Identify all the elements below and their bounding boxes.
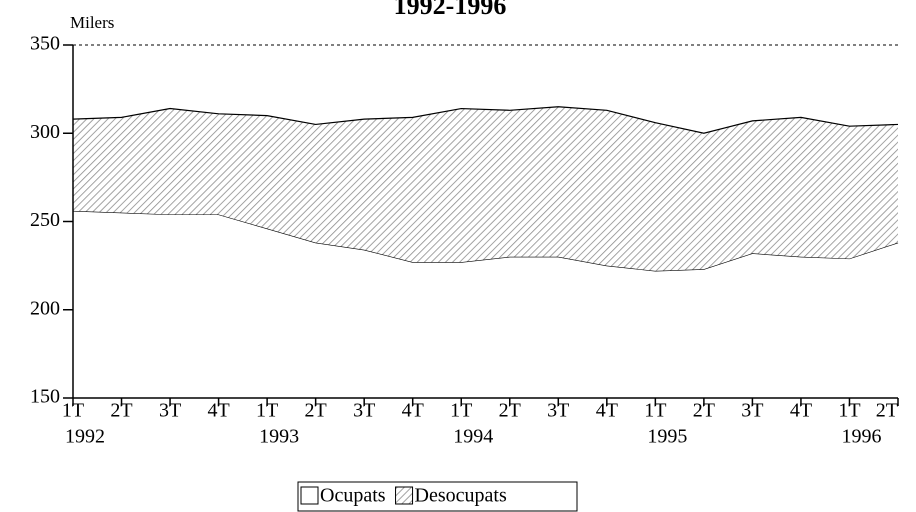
x-tick-label: 3T bbox=[741, 400, 763, 422]
x-tick-label: 3T bbox=[353, 400, 375, 422]
area bbox=[73, 106, 898, 271]
y-tick-label: 150 bbox=[30, 386, 60, 408]
x-tick-label: 1T bbox=[450, 400, 472, 422]
x-group-label: 1992 bbox=[65, 426, 105, 448]
y-tick-label: 250 bbox=[30, 209, 60, 231]
area bbox=[73, 210, 898, 398]
x-tick-label: 4T bbox=[207, 400, 229, 422]
x-tick-label: 2T bbox=[110, 400, 132, 422]
x-tick-label: 4T bbox=[790, 400, 812, 422]
x-tick-label: 4T bbox=[402, 400, 424, 422]
x-group-label: 1993 bbox=[259, 426, 299, 448]
y-tick-label: 300 bbox=[30, 121, 60, 143]
x-group-label: 1995 bbox=[647, 426, 687, 448]
x-tick-label: 1T bbox=[256, 400, 278, 422]
legend-swatch bbox=[300, 486, 319, 505]
chart-title: 1992-1996 bbox=[394, 0, 507, 20]
y-tick-label: 350 bbox=[30, 33, 60, 55]
x-tick-label: 3T bbox=[159, 400, 181, 422]
x-group-label: 1996 bbox=[841, 426, 881, 448]
area-edge bbox=[72, 106, 899, 134]
legend-label: Desocupats bbox=[415, 485, 507, 507]
y-axis-label: Milers bbox=[70, 13, 114, 32]
x-tick-label: 2T bbox=[876, 400, 898, 422]
x-tick-label: 2T bbox=[305, 400, 327, 422]
x-tick-label: 2T bbox=[693, 400, 715, 422]
x-tick-label: 1T bbox=[644, 400, 666, 422]
x-tick-label: 2T bbox=[499, 400, 521, 422]
legend-label: Ocupats bbox=[320, 485, 386, 507]
y-tick-label: 200 bbox=[30, 297, 60, 319]
legend-frame bbox=[297, 481, 578, 512]
legend-swatch bbox=[395, 486, 414, 505]
x-tick-label: 3T bbox=[547, 400, 569, 422]
x-tick-label: 1T bbox=[62, 400, 84, 422]
x-tick-label: 1T bbox=[838, 400, 860, 422]
x-group-label: 1994 bbox=[453, 426, 493, 448]
x-tick-label: 4T bbox=[596, 400, 618, 422]
